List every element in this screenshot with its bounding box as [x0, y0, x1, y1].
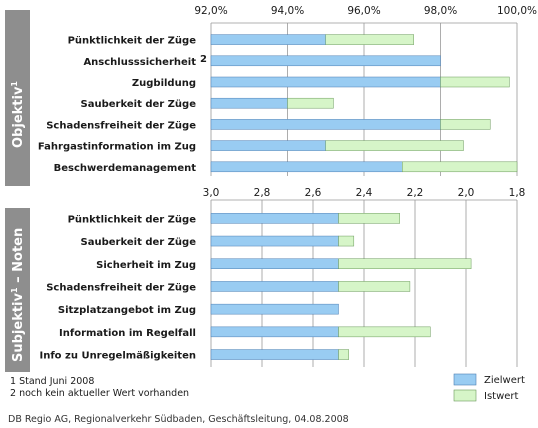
bar-istwert — [325, 34, 414, 45]
x-tick-label: 94,0% — [271, 5, 304, 17]
bar-istwert — [287, 97, 334, 109]
x-tick-label: 92,0% — [194, 5, 227, 17]
category-label: Sitzplatzangebot im Zug — [58, 305, 196, 316]
legend-label-istwert: Istwert — [484, 391, 519, 402]
category-note: 2 — [200, 54, 207, 65]
x-tick-label: 2,6 — [305, 187, 322, 199]
bar-zielwert — [210, 303, 339, 315]
category-label: Sicherheit im Zug — [96, 260, 196, 271]
category-label: Sauberkeit der Züge — [81, 99, 197, 110]
category-label: Beschwerdemanagement — [54, 163, 197, 174]
x-tick-label: 1,8 — [509, 187, 526, 199]
bar-zielwert — [210, 213, 339, 224]
x-tick-label: 96,0% — [347, 5, 380, 17]
bar-zielwert — [210, 140, 326, 151]
x-tick-label: 2,8 — [254, 187, 271, 199]
bar-zielwert — [210, 326, 339, 338]
category-label: Anschlusssicherheit — [83, 57, 196, 68]
bar-zielwert — [210, 55, 441, 67]
category-label: Information im Regelfall — [59, 328, 196, 339]
bar-istwert — [440, 76, 510, 88]
bar-istwert — [338, 349, 349, 360]
bar-istwert — [338, 235, 355, 247]
category-label: Schadensfreiheit der Züge — [46, 120, 196, 131]
category-label: Zugbildung — [132, 78, 196, 89]
objektiv-sidebar — [5, 10, 30, 186]
bar-istwert — [402, 161, 518, 173]
bar-zielwert — [210, 349, 339, 360]
bar-zielwert — [210, 281, 339, 292]
bar-istwert — [325, 140, 464, 151]
bar-zielwert — [210, 161, 403, 173]
subjektiv-sidebar — [5, 208, 30, 372]
bar-zielwert — [210, 119, 441, 130]
category-label: Pünktlichkeit der Züge — [68, 36, 197, 47]
x-tick-label: 2,4 — [356, 187, 373, 199]
bar-zielwert — [210, 235, 339, 247]
objektiv-panel: 92,0% 94,0% 96,0% 98,0% 100,0% Pünktlichkeit … — [38, 5, 537, 176]
bar-istwert — [440, 119, 491, 130]
x-tick-label: 98,0% — [424, 5, 457, 17]
category-label: Pünktlichkeit der Züge — [68, 214, 197, 225]
footnote-2: 2 noch kein aktueller Wert vorhanden — [10, 388, 189, 399]
x-tick-label: 2,0 — [458, 187, 475, 199]
category-label: Info zu Unregelmäßigkeiten — [39, 351, 196, 362]
subjektiv-panel: 3,0 2,8 2,6 2,4 2,2 2,0 1,8 Pünktlichkeit der Z… — [39, 187, 525, 367]
subjektiv-side-label: Subjektiv1 – Noten — [10, 228, 26, 362]
bar-zielwert — [210, 76, 441, 88]
bar-istwert — [338, 326, 431, 338]
source-line: DB Regio AG, Regionalverkehr Südbaden, G… — [8, 414, 349, 425]
bar-istwert — [338, 281, 411, 292]
x-tick-label: 2,2 — [407, 187, 424, 199]
legend-swatch-zielwert — [453, 373, 477, 386]
x-tick-label: 100,0% — [497, 5, 537, 17]
x-tick-label: 3,0 — [203, 187, 220, 199]
bar-istwert — [338, 258, 472, 269]
category-label: Fahrgastinformation im Zug — [38, 142, 196, 153]
legend-label-zielwert: Zielwert — [484, 375, 525, 386]
footnote-1: 1 Stand Juni 2008 — [10, 376, 94, 387]
objektiv-side-label: Objektiv1 — [10, 81, 26, 148]
category-label: Schadensfreiheit der Züge — [46, 282, 196, 293]
bar-zielwert — [210, 258, 339, 269]
legend-swatch-istwert — [453, 389, 477, 402]
bar-zielwert — [210, 34, 326, 45]
bar-zielwert — [210, 97, 288, 109]
category-label: Sauberkeit der Züge — [81, 237, 197, 248]
bar-istwert — [338, 213, 400, 224]
